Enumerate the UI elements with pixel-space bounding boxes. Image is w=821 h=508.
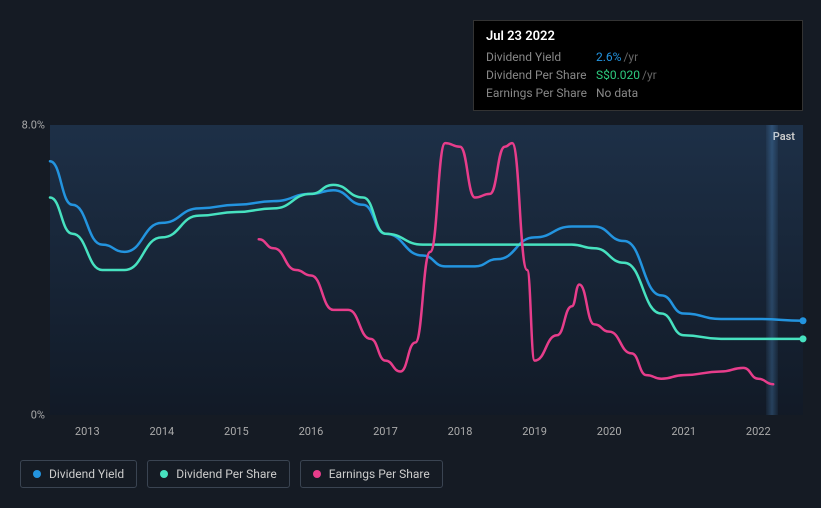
x-axis-tick: 2019: [522, 425, 547, 438]
tooltip-row-label: Dividend Yield: [486, 50, 596, 64]
legend-dot-icon: [33, 470, 41, 478]
chart-container: 0%8.0% Past 2013201420152016201720182019…: [20, 105, 803, 455]
chart-tooltip: Jul 23 2022 Dividend Yield2.6% /yrDivide…: [473, 20, 803, 111]
tooltip-row-label: Earnings Per Share: [486, 86, 596, 100]
plot-area[interactable]: Past: [50, 125, 803, 415]
tooltip-date: Jul 23 2022: [486, 29, 790, 48]
tooltip-row-label: Dividend Per Share: [486, 68, 596, 82]
series-end-dot: [800, 317, 807, 324]
legend-dot-icon: [160, 470, 168, 478]
series-end-dot: [800, 335, 807, 342]
tooltip-row-unit: /yr: [623, 50, 638, 64]
legend-label: Dividend Yield: [49, 467, 124, 481]
x-axis-tick: 2018: [448, 425, 473, 438]
legend-item[interactable]: Dividend Per Share: [147, 460, 290, 488]
x-axis-tick: 2022: [746, 425, 771, 438]
y-axis-tick: 8.0%: [22, 119, 45, 132]
x-axis: 2013 2014 2015 2016 2017 2018 2019 2020 2021 2022: [50, 425, 803, 445]
legend-label: Earnings Per Share: [329, 467, 430, 481]
tooltip-row-value: No data: [596, 86, 638, 100]
legend-item[interactable]: Dividend Yield: [20, 460, 137, 488]
x-axis-tick: 2014: [149, 425, 174, 438]
x-axis-tick: 2016: [299, 425, 324, 438]
x-axis-tick: 2013: [75, 425, 100, 438]
legend-label: Dividend Per Share: [176, 467, 277, 481]
tooltip-row: Dividend Yield2.6% /yr: [486, 48, 790, 66]
series-line: [50, 161, 803, 321]
legend-dot-icon: [313, 470, 321, 478]
tooltip-row: Earnings Per ShareNo data: [486, 84, 790, 102]
chart-lines: [50, 125, 803, 415]
chart-legend: Dividend Yield Dividend Per Share Earnings…: [20, 460, 443, 488]
tooltip-row-unit: /yr: [642, 68, 657, 82]
tooltip-row: Dividend Per ShareS$0.020 /yr: [486, 66, 790, 84]
x-axis-tick: 2020: [597, 425, 622, 438]
x-axis-tick: 2017: [373, 425, 398, 438]
series-line: [259, 143, 773, 384]
x-axis-tick: 2015: [224, 425, 249, 438]
legend-item[interactable]: Earnings Per Share: [300, 460, 443, 488]
y-axis-tick: 0%: [31, 409, 45, 422]
y-axis: 0%8.0%: [20, 105, 50, 405]
x-axis-tick: 2021: [671, 425, 696, 438]
tooltip-row-value: 2.6%: [596, 50, 621, 64]
tooltip-row-value: S$0.020: [596, 68, 640, 82]
